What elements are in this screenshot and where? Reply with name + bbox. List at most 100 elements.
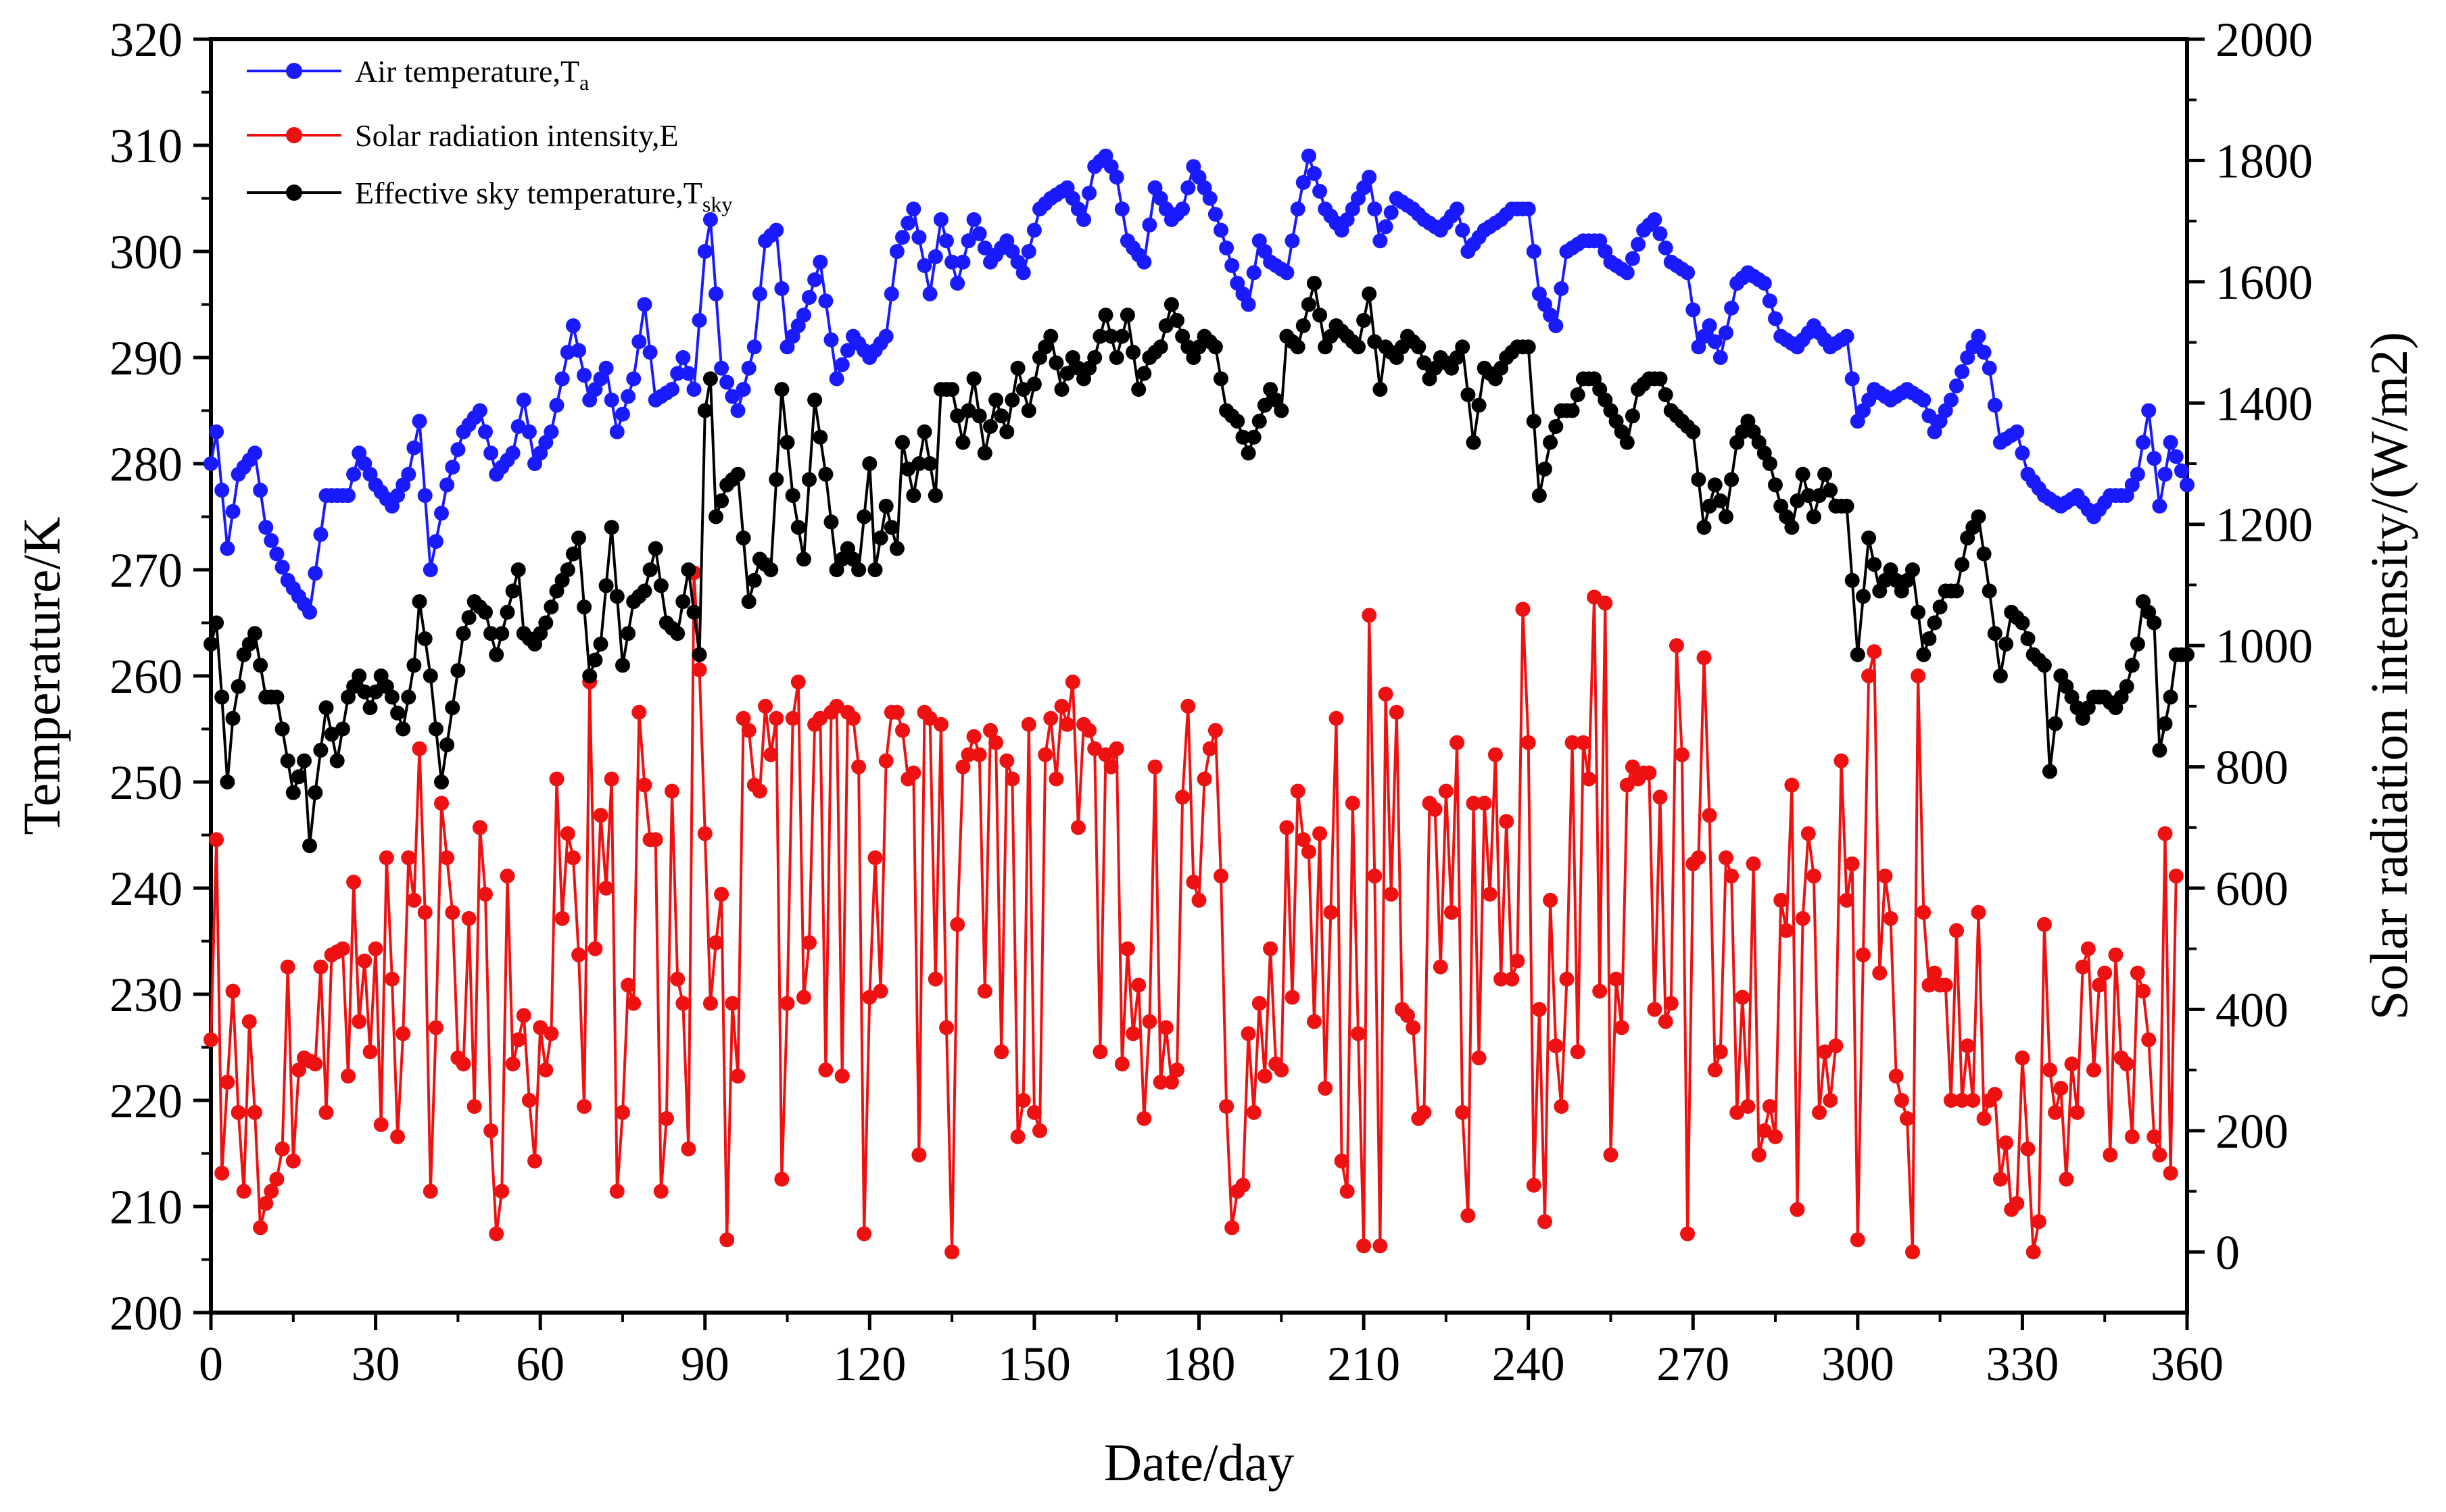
data-point (648, 541, 663, 556)
data-point (274, 560, 290, 575)
legend-label-subscript: sky (702, 192, 732, 216)
data-point (587, 652, 603, 668)
data-point (736, 382, 751, 397)
data-point (1949, 923, 1964, 938)
data-point (1987, 626, 2003, 641)
data-point (1647, 1002, 1662, 1017)
data-point (1647, 212, 1662, 227)
data-point (1548, 419, 1564, 434)
data-point (1164, 1075, 1179, 1090)
data-point (2141, 1032, 2157, 1048)
data-point (670, 626, 686, 641)
x-tick-label: 300 (1821, 1337, 1894, 1391)
data-point (813, 254, 828, 270)
data-point (461, 610, 477, 625)
legend-label-text: Solar radiation intensity,E (355, 118, 679, 153)
data-point (401, 689, 416, 705)
data-point (1916, 647, 1932, 662)
data-point (1707, 477, 1723, 493)
y-right-tick-label: 1200 (2215, 498, 2313, 552)
data-point (439, 477, 455, 493)
data-point (2119, 679, 2134, 694)
data-point (1992, 1171, 2008, 1187)
data-point (928, 488, 943, 504)
data-point (774, 1171, 790, 1187)
data-point (384, 971, 400, 987)
data-point (1114, 201, 1130, 217)
data-point (253, 483, 268, 498)
data-point (1207, 207, 1223, 222)
data-point (1318, 1081, 1333, 1096)
data-point (878, 328, 894, 344)
data-point (1098, 747, 1113, 762)
data-point (236, 1184, 251, 1199)
data-point (472, 403, 487, 418)
data-point (1109, 350, 1124, 365)
data-point (1455, 1104, 1470, 1120)
data-point (439, 737, 455, 752)
data-point (615, 658, 630, 673)
data-point (1998, 1135, 2014, 1150)
data-point (626, 371, 642, 387)
data-point (357, 953, 373, 969)
data-point (445, 904, 460, 920)
data-point (1015, 1093, 1031, 1108)
data-point (1109, 170, 1124, 185)
data-point (1087, 741, 1103, 756)
data-point (1356, 313, 1372, 328)
data-point (203, 636, 218, 652)
data-point (769, 710, 784, 726)
data-point (439, 850, 455, 866)
data-point (1153, 1075, 1168, 1090)
data-point (2097, 965, 2113, 981)
data-point (1921, 631, 1937, 646)
data-point (434, 796, 449, 811)
data-point (1927, 615, 1942, 631)
data-point (1960, 1038, 1975, 1054)
data-point (395, 1026, 411, 1042)
data-point (1153, 339, 1168, 355)
data-point (598, 578, 614, 593)
data-point (258, 520, 274, 535)
data-point (889, 704, 905, 720)
data-point (780, 996, 795, 1011)
data-point (1005, 771, 1020, 787)
data-point (1043, 328, 1059, 344)
data-point (692, 662, 707, 677)
data-point (1526, 244, 1541, 259)
data-point (1214, 371, 1228, 387)
data-point (1608, 971, 1624, 987)
data-point (785, 710, 800, 726)
data-point (1976, 1111, 1992, 1126)
data-point (1850, 647, 1865, 662)
data-point (565, 850, 581, 866)
data-point (1631, 237, 1646, 252)
data-point (802, 472, 817, 487)
data-point (675, 996, 691, 1011)
data-point (1378, 219, 1393, 235)
data-point (1823, 1093, 1838, 1108)
data-point (313, 742, 329, 758)
data-point (1691, 472, 1706, 487)
data-point (2009, 1196, 2025, 1211)
data-point (950, 276, 965, 291)
data-point (780, 435, 795, 450)
data-point (774, 281, 790, 296)
data-point (231, 679, 246, 694)
data-point (1070, 820, 1086, 835)
data-point (417, 631, 433, 646)
data-point (1543, 892, 1558, 908)
data-point (274, 721, 290, 737)
data-point (670, 366, 686, 381)
data-point (214, 1165, 230, 1181)
data-point (675, 594, 691, 610)
data-point (829, 371, 844, 387)
data-point (571, 530, 586, 545)
data-point (445, 460, 460, 475)
data-point (1059, 716, 1075, 732)
data-point (412, 594, 427, 610)
data-point (1460, 387, 1476, 402)
data-point (231, 1104, 246, 1120)
x-tick-label: 360 (2151, 1337, 2224, 1391)
data-point (1619, 435, 1635, 450)
